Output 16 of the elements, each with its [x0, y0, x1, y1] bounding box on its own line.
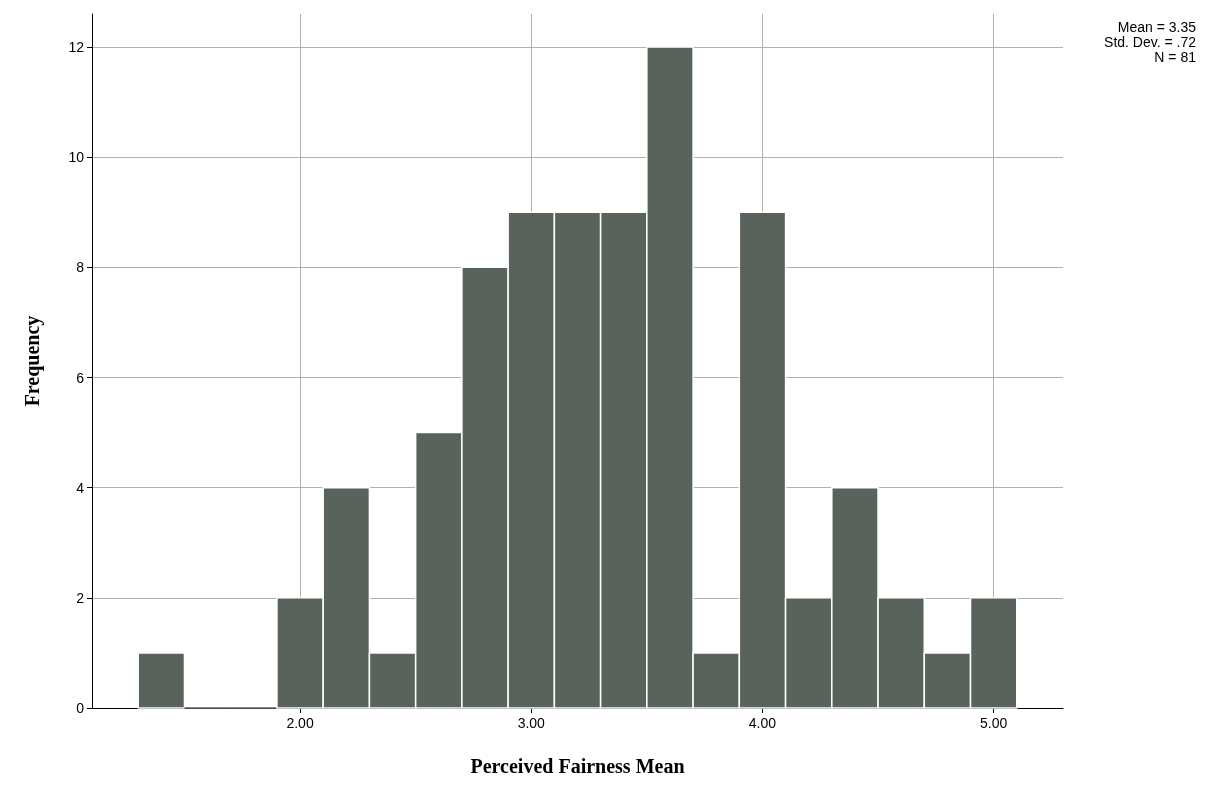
y-tick-label: 8 — [76, 259, 85, 276]
text: Mean = 3.35 — [1117, 19, 1197, 35]
y-tick-label: 10 — [68, 149, 85, 166]
x-tick-label: 3.00 — [517, 715, 546, 731]
y-tick-label: 2 — [76, 589, 85, 606]
x-axis-title: Perceived Fairness Mean — [470, 755, 685, 777]
text: Std. Dev. = .72 — [1104, 34, 1197, 50]
x-tick-label: 4.00 — [748, 715, 777, 731]
x-tick-label: 5.00 — [980, 715, 1008, 731]
y-tick-label: 12 — [68, 39, 85, 56]
y-axis-title: Frequency — [21, 315, 44, 407]
text: N = 81 — [1154, 49, 1197, 65]
x-tick-label: 2.00 — [286, 715, 314, 731]
y-tick-label: 4 — [76, 479, 85, 496]
y-tick-label: 0 — [76, 700, 85, 716]
y-tick-label: 6 — [76, 369, 85, 386]
